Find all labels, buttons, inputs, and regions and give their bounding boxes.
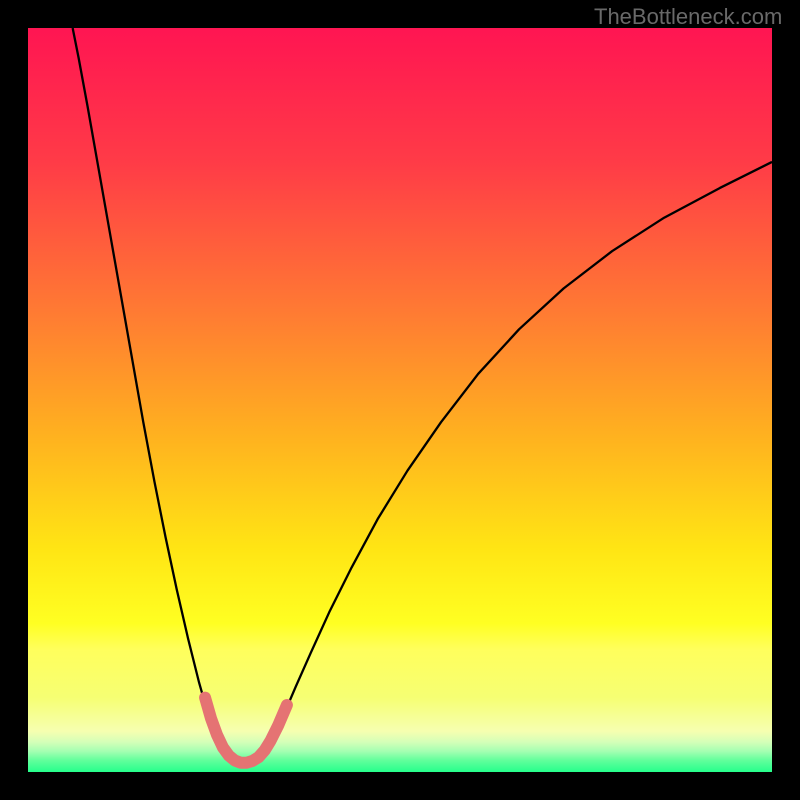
chart-svg	[28, 28, 772, 772]
plot-area	[28, 28, 772, 772]
watermark-text: TheBottleneck.com	[594, 4, 782, 30]
